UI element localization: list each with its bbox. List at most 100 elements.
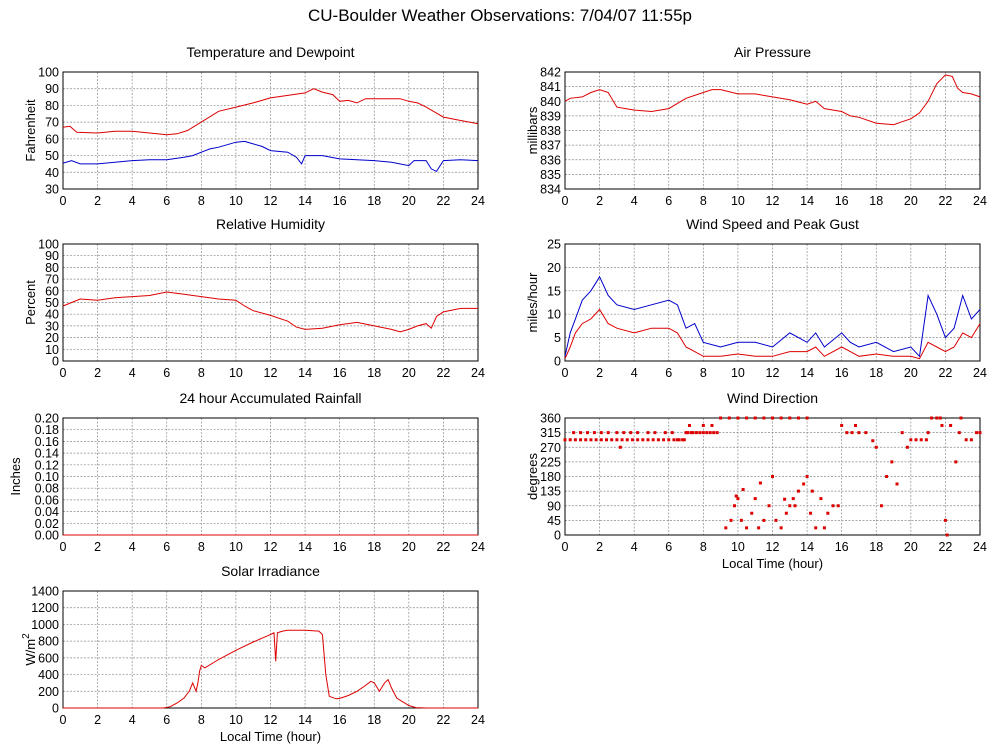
temperature-xtick-label: 2 <box>94 194 101 208</box>
wind-direction-point <box>691 431 695 435</box>
wind-speed-xtick-label: 24 <box>973 366 987 380</box>
rainfall-ytick-label: 0.02 <box>35 517 59 531</box>
humidity-xtick-label: 16 <box>333 366 347 380</box>
wind-direction-point <box>783 497 787 501</box>
wind-direction-point <box>729 518 733 522</box>
wind-direction-point <box>753 497 757 501</box>
wind-direction-point <box>919 438 923 442</box>
wind-direction-point <box>694 431 698 435</box>
wind-direction-point <box>905 445 909 449</box>
wind-direction-point <box>739 518 743 522</box>
humidity-ytick-label: 0 <box>52 355 59 369</box>
wind-direction-point <box>750 511 754 515</box>
wind-direction-point <box>620 438 624 442</box>
wind-direction-point <box>964 438 968 442</box>
humidity-xtick-label: 20 <box>402 366 416 380</box>
wind-direction-point <box>909 438 913 442</box>
rainfall-xtick-label: 24 <box>471 540 485 554</box>
wind-direction-point <box>606 431 610 435</box>
wind-direction-point <box>677 438 681 442</box>
wind-direction-point <box>802 482 806 486</box>
wind-direction-point <box>573 438 577 442</box>
humidity-xtick-label: 4 <box>129 366 136 380</box>
wind-direction-point <box>943 518 947 522</box>
wind-direction-point <box>793 504 797 508</box>
wind-direction-point <box>957 431 961 435</box>
rainfall-xtick-label: 22 <box>436 540 450 554</box>
wind-speed-xtick-label: 14 <box>800 366 814 380</box>
wind-direction-point <box>826 511 830 515</box>
temperature-xtick-label: 0 <box>60 194 67 208</box>
humidity-ytick-label: 100 <box>38 238 59 252</box>
wind-direction-point <box>686 431 690 435</box>
wind-direction-point <box>689 431 693 435</box>
wind-direction-ytick-label: 180 <box>540 470 561 484</box>
humidity-xtick-label: 8 <box>198 366 205 380</box>
wind-direction-point <box>672 438 676 442</box>
wind-direction-point <box>935 416 939 420</box>
wind-direction-point <box>662 438 666 442</box>
solar-ylabel-sup: 2 <box>21 633 32 639</box>
temperature-xtick-label: 16 <box>333 194 347 208</box>
solar-ytick-label: 600 <box>38 651 59 665</box>
wind-direction-ytick-label: 135 <box>540 485 561 499</box>
wind-direction-point <box>712 431 716 435</box>
wind-speed-xtick-label: 22 <box>938 366 952 380</box>
wind-direction-xtick-label: 18 <box>869 540 883 554</box>
wind-direction-point <box>874 445 878 449</box>
wind-speed-xtick-label: 10 <box>731 366 745 380</box>
wind-direction-point <box>745 416 749 420</box>
wind-direction-point <box>767 504 771 508</box>
temperature-series-line-0 <box>62 88 479 136</box>
humidity-xtick-label: 22 <box>436 366 450 380</box>
temperature-ytick-label: 70 <box>45 116 59 130</box>
pressure-xtick-label: 20 <box>904 194 918 208</box>
wind-direction-point <box>796 489 800 493</box>
wind-direction-point <box>594 438 598 442</box>
pressure-ytick-label: 836 <box>540 153 561 167</box>
wind-direction-point <box>579 431 583 435</box>
wind-direction-point <box>563 438 567 442</box>
wind-direction-point <box>857 431 861 435</box>
solar-xtick-label: 20 <box>402 713 416 727</box>
wind-direction-point <box>732 504 736 508</box>
solar-ytick-label: 400 <box>38 668 59 682</box>
wind-direction-xtick-label: 24 <box>973 540 987 554</box>
humidity-ytick-label: 50 <box>45 296 59 310</box>
temperature-chart: 0 2 4 6 8 10 12 14 16 18 20 22 2430405060708090100Te… <box>23 44 485 208</box>
rainfall-ytick-label: 0.16 <box>35 435 59 449</box>
rainfall-ytick-label: 0.04 <box>35 505 59 519</box>
wind-direction-point <box>684 431 688 435</box>
rainfall-ytick-label: 0.08 <box>35 482 59 496</box>
wind-speed-xtick-label: 16 <box>835 366 849 380</box>
wind-direction-point <box>710 423 714 427</box>
humidity-xtick-label: 0 <box>60 366 67 380</box>
wind-direction-point <box>814 526 818 530</box>
wind-direction-point <box>879 504 883 508</box>
wind-direction-point <box>954 460 958 464</box>
wind-direction-point <box>796 416 800 420</box>
wind-direction-point <box>914 438 918 442</box>
wind-direction-point <box>622 431 626 435</box>
wind-direction-title: Wind Direction <box>727 390 818 406</box>
wind-direction-chart: 0 2 4 6 8 10 12 14 16 18 20 22 240459013518022527031… <box>525 390 987 571</box>
wind-direction-xtick-label: 16 <box>835 540 849 554</box>
rainfall-xtick-label: 8 <box>198 540 205 554</box>
wind-direction-point <box>625 438 629 442</box>
wind-direction-point <box>745 526 749 530</box>
wind-speed-ytick-label: 10 <box>547 308 561 322</box>
pressure-chart: 0 2 4 6 8 10 12 14 16 18 20 22 248348358368378388398… <box>525 44 987 208</box>
pressure-xtick-label: 2 <box>596 194 603 208</box>
solar-xtick-label: 16 <box>333 713 347 727</box>
wind-speed-xtick-label: 20 <box>904 366 918 380</box>
wind-direction-point <box>698 431 702 435</box>
pressure-ytick-label: 834 <box>540 183 561 197</box>
wind-direction-point <box>779 416 783 420</box>
temperature-ytick-label: 100 <box>38 66 59 80</box>
rainfall-ytick-label: 0.18 <box>35 423 59 437</box>
wind-direction-point <box>589 438 593 442</box>
wind-direction-point <box>653 431 657 435</box>
rainfall-ytick-label: 0.06 <box>35 493 59 507</box>
wind-direction-point <box>791 497 795 501</box>
wind-speed-xtick-label: 6 <box>665 366 672 380</box>
